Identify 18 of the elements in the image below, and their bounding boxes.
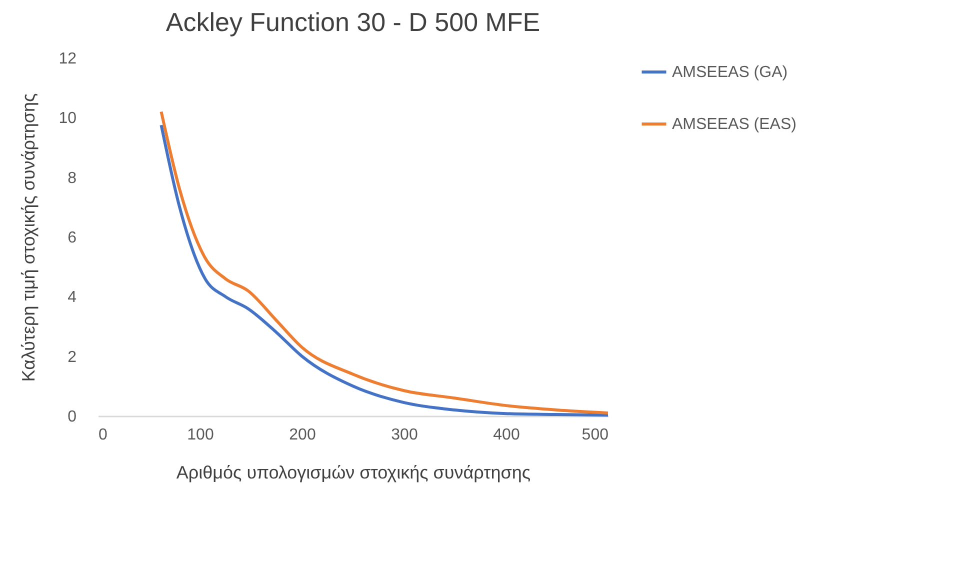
y-tick-label: 6 xyxy=(68,230,77,246)
x-tick-label: 300 xyxy=(391,426,418,444)
x-tick-label: 200 xyxy=(289,426,316,444)
x-tick-label: 400 xyxy=(493,426,520,444)
y-tick-label: 10 xyxy=(58,110,77,128)
y-tick-label: 12 xyxy=(58,50,77,68)
legend-label: AMSEEAS (EAS) xyxy=(672,116,796,133)
x-tick-label: 500 xyxy=(582,426,609,444)
y-tick-label: 2 xyxy=(68,348,77,366)
chart-title: Ackley Function 30 - D 500 MFE xyxy=(166,7,540,37)
y-axis-title: Καλύτερη τιμή στοχικής συνάρτησης xyxy=(18,92,39,382)
x-axis-title: Αριθμός υπολογισμών στοχικής συνάρτησης xyxy=(176,462,531,482)
y-tick-label: 0 xyxy=(68,408,77,426)
x-tick-label: 100 xyxy=(187,426,214,444)
y-tick-label: 8 xyxy=(68,170,77,187)
x-tick-label: 0 xyxy=(98,426,108,444)
y-tick-label: 4 xyxy=(68,289,77,306)
legend-label: AMSEEAS (GA) xyxy=(672,64,788,81)
